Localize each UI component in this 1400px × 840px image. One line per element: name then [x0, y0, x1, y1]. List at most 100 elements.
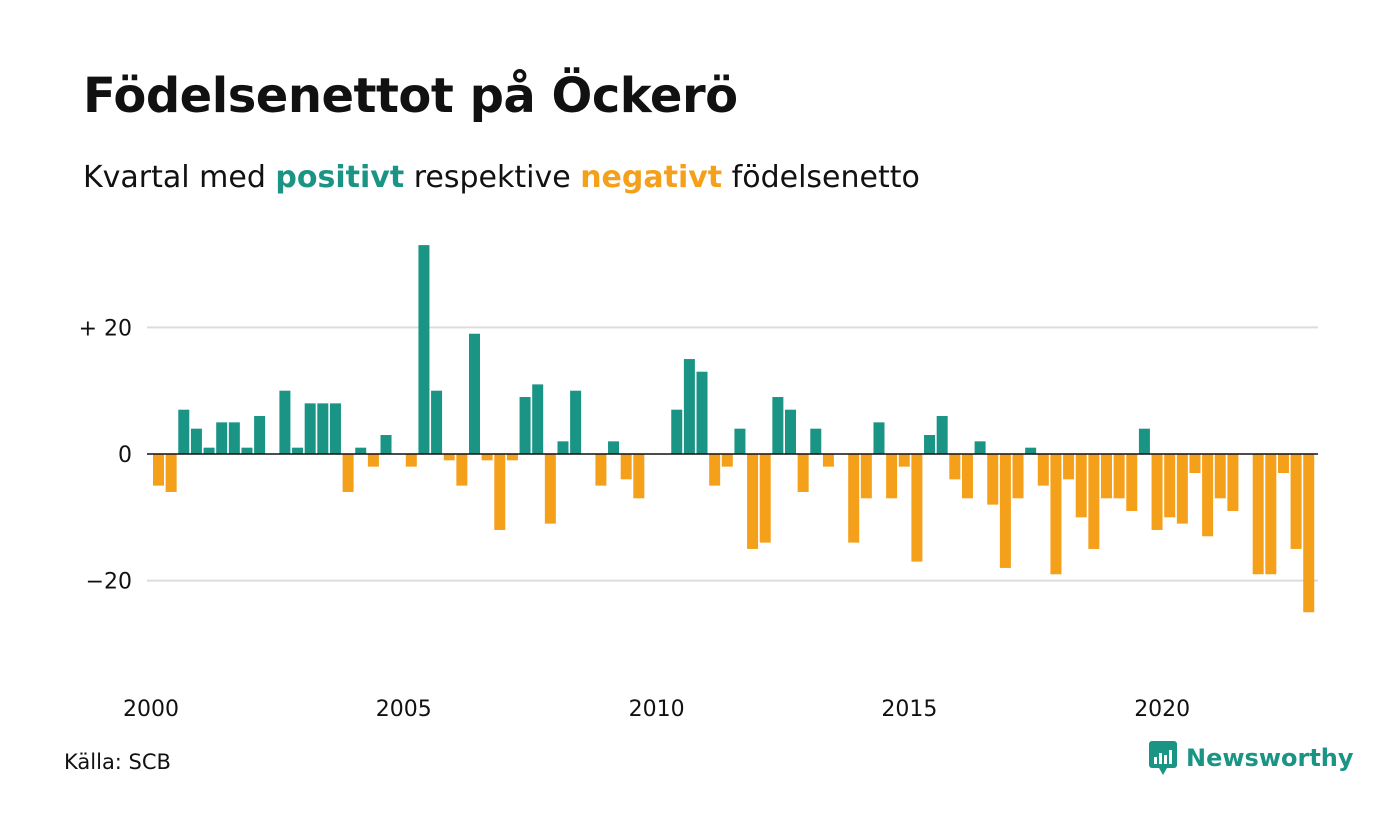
bar: [380, 435, 392, 454]
subtitle-middle: respektive: [404, 160, 581, 195]
x-tick-label: 2010: [629, 697, 685, 720]
bar: [721, 454, 733, 467]
bar: [1214, 454, 1226, 499]
bar: [506, 454, 518, 461]
chart-title: Födelsenettot på Öckerö: [83, 68, 738, 124]
bar: [532, 384, 544, 454]
x-tick-label: 2000: [123, 697, 179, 720]
bar: [228, 422, 240, 454]
bar: [1227, 454, 1239, 511]
bar: [355, 447, 367, 454]
bar: [1290, 454, 1302, 549]
bar: [481, 454, 493, 461]
newsworthy-logo-icon: [1149, 741, 1177, 775]
bar: [822, 454, 834, 467]
bar: [671, 409, 683, 454]
bar: [898, 454, 910, 467]
bar: [961, 454, 973, 499]
chart-subtitle: Kvartal med positivt respektive negativt…: [83, 160, 920, 195]
bar: [595, 454, 607, 486]
bar: [873, 422, 885, 454]
bar: [987, 454, 999, 505]
bar: [1176, 454, 1188, 524]
subtitle-suffix: födelsenetto: [722, 160, 920, 195]
bar: [683, 359, 695, 454]
grid-layer: [147, 326, 1318, 582]
bar: [1050, 454, 1062, 575]
bar: [1113, 454, 1125, 499]
bar: [759, 454, 771, 543]
bar: [949, 454, 961, 480]
bar: [304, 403, 316, 454]
bar: [936, 416, 948, 454]
bar: [216, 422, 228, 454]
bar: [620, 454, 632, 480]
bar: [1025, 447, 1037, 454]
x-tick-label: 2020: [1134, 697, 1190, 720]
subtitle-negative-word: negativt: [580, 160, 723, 195]
bar: [153, 454, 164, 486]
bar: [292, 447, 304, 454]
bar: [747, 454, 759, 549]
bar: [1138, 428, 1150, 454]
bar: [785, 409, 796, 454]
bar: [279, 390, 291, 454]
bar: [203, 447, 215, 454]
bar: [431, 390, 443, 454]
bar-layer: [153, 245, 1315, 613]
bar: [1164, 454, 1176, 518]
y-tick-label: −20: [86, 570, 132, 595]
brand-logo[interactable]: Newsworthy: [1148, 740, 1354, 776]
bar: [772, 397, 784, 454]
bar: [1151, 454, 1163, 530]
bar: [924, 435, 936, 454]
bar: [1075, 454, 1087, 518]
y-tick-label: 0: [118, 443, 132, 468]
bar: [1126, 454, 1138, 511]
bar: [696, 371, 708, 454]
bar: [570, 390, 582, 454]
bar: [443, 454, 455, 461]
bar: [165, 454, 177, 492]
bar: [1202, 454, 1214, 537]
bar: [709, 454, 721, 486]
bar: [608, 441, 620, 454]
bar: [860, 454, 872, 499]
bar: [1012, 454, 1024, 499]
x-tick-label: 2005: [376, 697, 432, 720]
brand-name: Newsworthy: [1186, 744, 1354, 772]
bar: [178, 409, 190, 454]
bar: [886, 454, 898, 499]
bar: [456, 454, 468, 486]
subtitle-prefix: Kvartal med: [83, 160, 276, 195]
bar: [734, 428, 746, 454]
bar: [1189, 454, 1201, 473]
bar: [1101, 454, 1112, 499]
bar: [241, 447, 253, 454]
bar: [329, 403, 341, 454]
bar: [633, 454, 645, 499]
bar: [469, 333, 480, 454]
bar: [405, 454, 417, 467]
bar: [254, 416, 266, 454]
bar: [418, 245, 430, 454]
bar: [1265, 454, 1277, 575]
bar: [1037, 454, 1049, 486]
bar: [797, 454, 809, 492]
bar: [519, 397, 531, 454]
bar: [1252, 454, 1264, 575]
y-tick-label: + 20: [79, 316, 132, 341]
x-tick-label: 2015: [881, 697, 937, 720]
bar: [974, 441, 986, 454]
bar-chart: + 20 0 −20 2000 2005 2010 2015 2020: [79, 245, 1318, 720]
axis-layer: + 20 0 −20 2000 2005 2010 2015 2020: [79, 316, 1318, 720]
bar: [1277, 454, 1289, 473]
bar: [848, 454, 860, 543]
source-note: Källa: SCB: [64, 750, 171, 774]
bar: [1303, 454, 1315, 613]
bar: [317, 403, 329, 454]
bar: [190, 428, 202, 454]
bar: [557, 441, 569, 454]
bar: [1063, 454, 1075, 480]
bar: [810, 428, 822, 454]
